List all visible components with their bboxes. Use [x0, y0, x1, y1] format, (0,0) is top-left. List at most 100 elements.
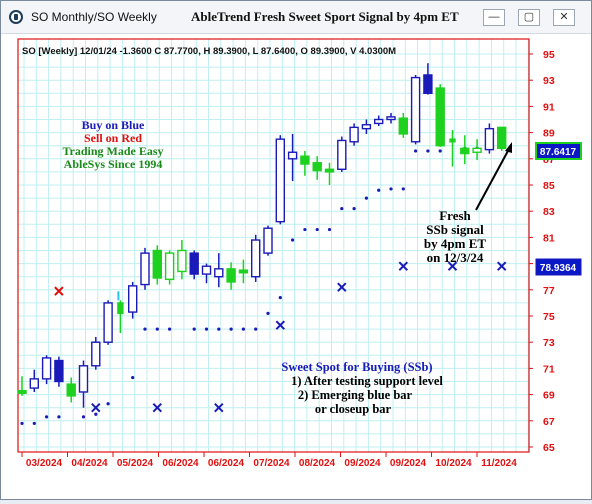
candle [484, 123, 495, 154]
y-tick-label: 91 [543, 101, 555, 113]
support-dot [266, 311, 270, 315]
candle [349, 123, 359, 146]
support-dot [426, 149, 430, 153]
x-tick-label: 06/2024 [162, 458, 199, 469]
y-tick-label: 81 [543, 232, 555, 244]
candle [238, 259, 249, 284]
candle [423, 63, 433, 95]
support-dot [291, 238, 295, 242]
y-tick-label: 95 [543, 49, 555, 61]
candle-body [226, 268, 236, 283]
candle-body [103, 302, 113, 343]
maximize-button[interactable]: ▢ [518, 9, 540, 26]
support-dot [143, 327, 147, 331]
y-tick-label: 65 [543, 442, 555, 454]
x-tick-label: 11/2024 [481, 458, 517, 469]
candle [398, 112, 408, 138]
candle-body [497, 126, 507, 150]
support-dot [315, 227, 319, 232]
x-marker-stroke [54, 286, 64, 296]
x-tick-label: 05/2024 [117, 458, 154, 469]
candle-body [66, 383, 76, 397]
candle-body [410, 76, 421, 143]
candle [29, 369, 39, 392]
ssb-line-2: 2) Emerging blue bar [298, 388, 413, 402]
support-dot [20, 421, 24, 426]
x-tick-label: 09/2024 [344, 458, 381, 469]
x-marker-stroke [275, 320, 286, 330]
candle-body [29, 378, 39, 389]
candle-body [435, 87, 445, 147]
y-tick-label: 85 [543, 180, 555, 192]
x-marker [54, 286, 64, 296]
x-markers [54, 261, 507, 413]
x-marker [398, 261, 409, 271]
price-badge-current-bg [535, 142, 582, 160]
price-chart[interactable]: 65676971737577798183858789919395 03/2024… [1, 34, 591, 499]
candle-body [263, 227, 273, 254]
ssb-block: Sweet Spot for Buying (SSb) 1) After tes… [281, 360, 443, 416]
support-dot [106, 402, 110, 406]
minimize-button[interactable]: — [483, 9, 505, 26]
support-dot [229, 327, 233, 331]
candle [460, 135, 470, 165]
support-dot [377, 188, 381, 192]
support-dot [168, 327, 172, 331]
candle-body [460, 147, 470, 155]
candle [472, 139, 482, 161]
support-dot [327, 227, 332, 232]
x-marker-stroke [214, 402, 224, 413]
candle [374, 115, 384, 127]
candle [435, 84, 445, 148]
candle-body [250, 239, 261, 278]
support-dot [94, 412, 98, 416]
x-marker-stroke [398, 261, 409, 271]
support-dot [438, 149, 442, 153]
candle-body [337, 139, 347, 170]
candle-body [54, 359, 64, 383]
support-dot [389, 187, 393, 191]
y-tick-label: 71 [543, 363, 555, 375]
candle [17, 376, 27, 396]
chart-grid [18, 39, 529, 452]
candle [361, 119, 372, 134]
candle-body [17, 389, 27, 394]
candle-body [41, 357, 52, 380]
x-tick-label: 10/2024 [435, 458, 472, 469]
candle [66, 377, 76, 403]
support-dot [303, 227, 307, 232]
legend-line-1: Buy on Blue [82, 118, 145, 132]
support-dot [192, 327, 196, 331]
chart-area[interactable]: 65676971737577798183858789919395 03/2024… [1, 34, 591, 499]
candle-body [386, 116, 396, 121]
signal-note-line-1: Fresh [439, 208, 471, 223]
x-tick-label: 06/2024 [208, 458, 245, 469]
y-tick-label: 93 [543, 75, 555, 87]
support-dots [20, 146, 479, 426]
candle [189, 250, 199, 280]
candle [152, 245, 163, 285]
legend-line-3: Trading Made Easy [62, 144, 163, 158]
info-line: SO [Weekly] 12/01/24 -1.3600 C 87.7700, … [22, 46, 396, 57]
plot-border [17, 38, 530, 453]
candle [140, 247, 150, 290]
candle [287, 133, 298, 182]
candle-body [91, 341, 101, 367]
candle-body [177, 249, 187, 273]
candle-body [238, 269, 249, 274]
price-badge-level-bg [535, 258, 582, 276]
support-dot [364, 196, 368, 200]
candle [177, 240, 187, 280]
candle [214, 253, 224, 288]
price-badge-current: 87.6417 [535, 142, 582, 160]
candle-body [127, 285, 138, 313]
ssb-line-1: 1) After testing support level [291, 374, 443, 388]
candle [78, 360, 89, 408]
candle-body [398, 117, 408, 135]
x-marker-stroke [91, 402, 101, 413]
x-tick-label: 07/2024 [253, 458, 290, 469]
close-button[interactable]: ✕ [553, 9, 575, 26]
support-dot [131, 375, 135, 380]
y-tick-label: 75 [543, 311, 555, 323]
window-title: SO Monthly/SO Weekly [31, 10, 157, 24]
